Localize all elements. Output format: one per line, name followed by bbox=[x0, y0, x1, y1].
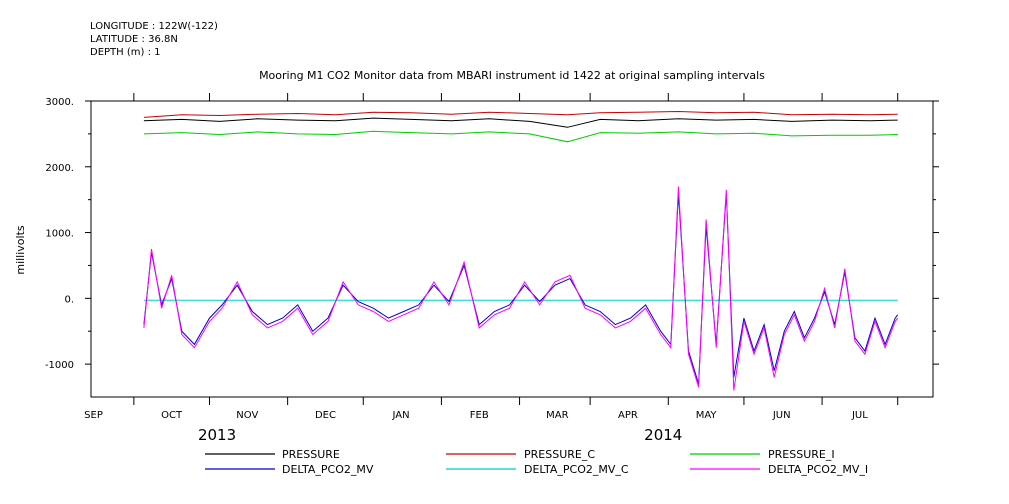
year-label: 2013 bbox=[198, 426, 236, 444]
x-tick-label: APR bbox=[618, 410, 638, 421]
y-tick-label: 1000. bbox=[45, 229, 74, 240]
legend-label: PRESSURE_I bbox=[768, 448, 835, 461]
series-line-pressure-c bbox=[143, 110, 898, 118]
x-tick-label: NOV bbox=[236, 410, 258, 421]
x-tick-label: JUL bbox=[851, 410, 868, 421]
x-tick-label: MAY bbox=[696, 410, 718, 421]
legend-label: PRESSURE bbox=[282, 448, 340, 461]
legend-label: PRESSURE_C bbox=[524, 448, 595, 461]
axis-layer: -1000 0. 1000. 2000. 3000. SEP OCT NOV DEC JAN FEB… bbox=[45, 93, 939, 444]
series-line-pressure-i bbox=[143, 130, 898, 143]
x-tick-label: FEB bbox=[470, 410, 489, 421]
legend-label: DELTA_PCO2_MV_C bbox=[524, 463, 629, 476]
series-line-pressure bbox=[143, 117, 898, 128]
legend-label: DELTA_PCO2_MV bbox=[282, 463, 374, 476]
legend: PRESSURE PRESSURE_C PRESSURE_I DELTA_PCO2_M… bbox=[205, 448, 868, 476]
y-tick-label: 2000. bbox=[45, 163, 74, 174]
plot-frame bbox=[90, 100, 934, 398]
y-tick-label: 0. bbox=[64, 294, 74, 305]
chart-title: Mooring M1 CO2 Monitor data from MBARI i… bbox=[259, 69, 765, 82]
x-tick-label: JAN bbox=[392, 410, 410, 421]
x-tick-label: MAR bbox=[546, 410, 568, 421]
longitude-label: LONGITUDE : 122W(-122) bbox=[90, 21, 218, 32]
legend-label: DELTA_PCO2_MV_I bbox=[768, 463, 868, 476]
series-line-delta-pco2-mv-i bbox=[143, 186, 899, 391]
x-tick-label: SEP bbox=[84, 410, 103, 421]
y-axis-label: millivolts bbox=[14, 225, 27, 275]
year-label: 2014 bbox=[644, 426, 682, 444]
x-tick-label: DEC bbox=[315, 410, 336, 421]
y-tick-label: 3000. bbox=[45, 97, 74, 108]
series-layer bbox=[143, 110, 899, 391]
y-tick-label: -1000 bbox=[45, 360, 74, 371]
x-tick-label: JUN bbox=[772, 410, 791, 421]
x-tick-label: OCT bbox=[161, 410, 183, 421]
depth-label: DEPTH (m) : 1 bbox=[90, 47, 161, 58]
latitude-label: LATITUDE : 36.8N bbox=[90, 34, 178, 45]
